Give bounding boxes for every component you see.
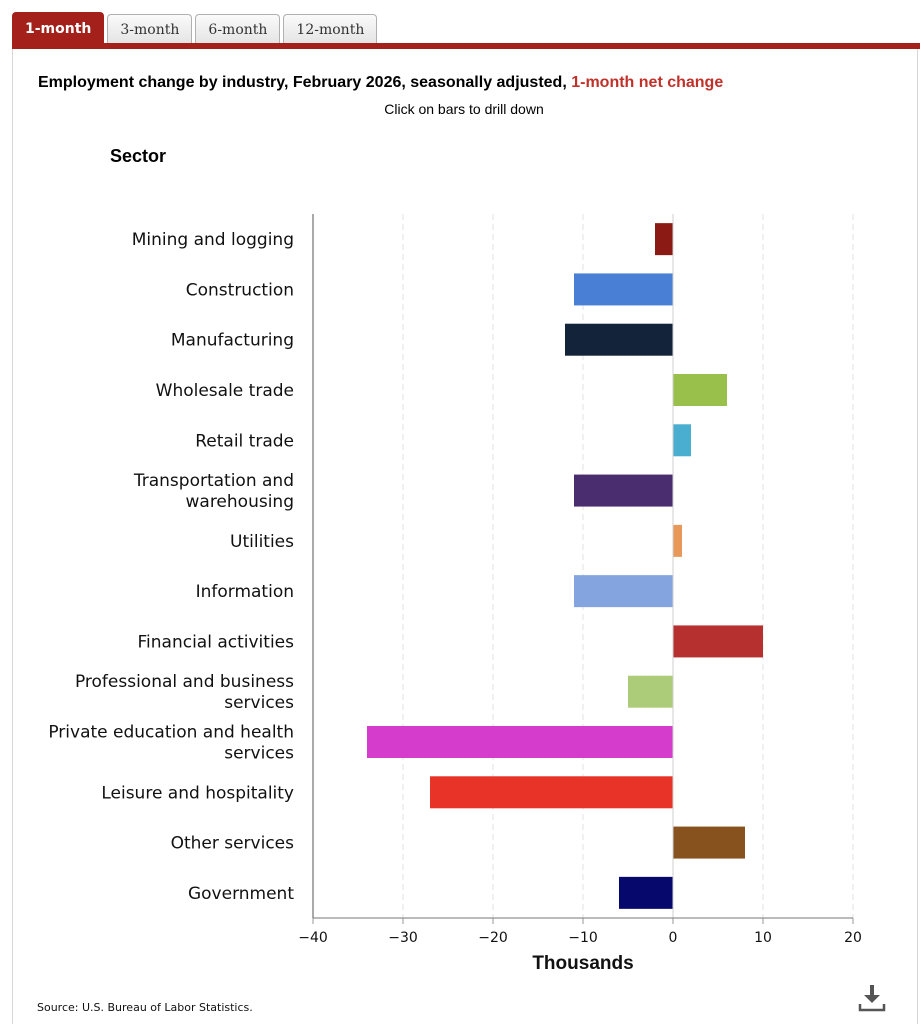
x-tick-labels: −40 −30 −20 −10 0 10 20 [298,930,862,946]
x-tick-label: −40 [298,930,328,946]
chart-title-main: Employment change by industry, February … [38,74,572,91]
category-label: Retail trade [195,431,294,451]
category-labels: Mining and logging Construction Manufactur… [48,230,294,904]
category-label: Leisure and hospitality [101,783,294,803]
period-tabs: 1-month 3-month 6-month 12-month [12,12,378,44]
bar-information[interactable] [574,575,673,608]
tab-bar-underline [12,43,920,49]
axes [312,214,854,924]
category-label: Government [188,884,294,904]
grid-lines [402,214,854,918]
category-label: Mining and logging [132,230,294,250]
x-tick-label: 10 [754,930,772,946]
x-axis-title: Thousands [532,953,633,974]
chart-title: Employment change by industry, February … [38,74,898,92]
category-label: services [224,744,294,764]
chart-subtitle: Click on bars to drill down [384,101,544,117]
tab-6-month[interactable]: 6-month [195,14,281,44]
tab-1-month[interactable]: 1-month [12,12,105,44]
bar-utilities[interactable] [673,524,682,557]
bar-leisure-and-hospitality[interactable] [430,776,673,809]
bar-transportation-and-warehousing[interactable] [574,474,673,507]
bar-manufacturing[interactable] [565,323,673,356]
category-label: Other services [171,834,295,854]
bars [367,223,763,909]
bar-government[interactable] [619,876,673,909]
category-label: warehousing [186,492,295,512]
tab-3-month[interactable]: 3-month [107,14,193,44]
category-label: Professional and business [75,672,294,692]
category-label: Construction [186,280,294,300]
chart-title-highlight: 1-month net change [571,74,724,91]
category-label: Financial activities [138,632,295,652]
category-label: Wholesale trade [156,381,294,401]
download-icon[interactable] [856,982,888,1014]
bar-financial-activities[interactable] [673,625,763,658]
bar-other-services[interactable] [673,826,745,859]
y-axis-title: Sector [110,146,167,166]
bar-mining-and-logging[interactable] [655,223,673,256]
category-label: Private education and health [48,723,294,743]
bar-construction[interactable] [574,273,673,306]
bar-retail-trade[interactable] [673,424,691,457]
category-label: Manufacturing [171,331,294,351]
category-label: services [224,693,294,713]
category-label: Information [196,582,294,602]
tab-12-month[interactable]: 12-month [283,14,378,44]
category-label: Transportation and [133,471,294,491]
bar-wholesale-trade[interactable] [673,374,727,406]
x-tick-label: −20 [478,930,508,946]
bar-private-education-and-health-services[interactable] [367,726,673,758]
bar-professional-and-business-services[interactable] [628,675,673,708]
x-tick-label: −10 [568,930,598,946]
x-tick-label: −30 [388,930,418,946]
chart-panel [12,49,918,1024]
category-label: Utilities [230,532,294,552]
source-note: Source: U.S. Bureau of Labor Statistics. [37,1001,253,1014]
x-tick-label: 0 [669,930,678,946]
x-tick-label: 20 [844,930,862,946]
